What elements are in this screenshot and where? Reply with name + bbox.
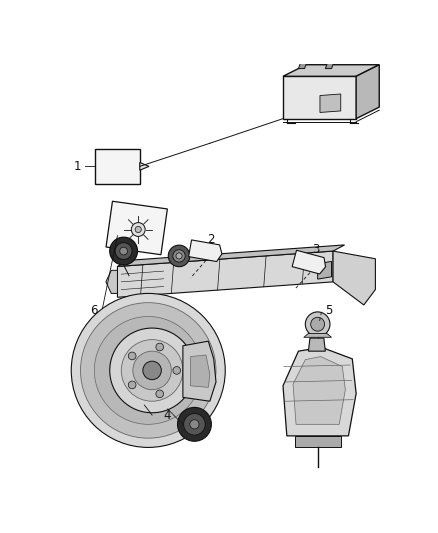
Polygon shape — [293, 357, 346, 424]
Polygon shape — [183, 341, 216, 401]
Circle shape — [94, 317, 202, 424]
Circle shape — [168, 245, 190, 266]
Circle shape — [81, 303, 216, 438]
Text: 3: 3 — [312, 243, 320, 256]
Polygon shape — [320, 94, 341, 112]
Circle shape — [120, 247, 127, 255]
Circle shape — [156, 390, 163, 398]
Polygon shape — [294, 436, 341, 447]
Circle shape — [110, 328, 194, 413]
Polygon shape — [117, 251, 333, 297]
Polygon shape — [106, 270, 117, 294]
Polygon shape — [283, 64, 379, 76]
Circle shape — [156, 343, 163, 351]
Text: 2: 2 — [207, 233, 214, 246]
Circle shape — [311, 317, 325, 331]
Circle shape — [115, 243, 132, 260]
Text: 1: 1 — [74, 160, 81, 173]
Polygon shape — [140, 163, 149, 170]
Circle shape — [135, 227, 141, 232]
Circle shape — [133, 351, 171, 390]
Circle shape — [173, 250, 185, 262]
Text: 5: 5 — [325, 304, 333, 317]
Polygon shape — [325, 62, 334, 69]
Polygon shape — [95, 149, 140, 184]
Polygon shape — [189, 240, 222, 262]
Circle shape — [143, 361, 161, 379]
Circle shape — [177, 407, 212, 441]
Polygon shape — [298, 62, 307, 69]
Circle shape — [190, 419, 199, 429]
Text: 6: 6 — [91, 304, 98, 317]
Text: 4: 4 — [164, 409, 171, 422]
Polygon shape — [308, 338, 325, 351]
Circle shape — [176, 253, 182, 259]
Polygon shape — [356, 64, 379, 119]
Polygon shape — [292, 251, 325, 274]
Circle shape — [173, 367, 180, 374]
Circle shape — [71, 294, 225, 447]
Circle shape — [121, 340, 183, 401]
Polygon shape — [283, 348, 356, 436]
Polygon shape — [318, 261, 332, 279]
Circle shape — [128, 381, 136, 389]
Circle shape — [131, 223, 145, 237]
Polygon shape — [304, 334, 332, 337]
Polygon shape — [191, 355, 210, 387]
Circle shape — [110, 237, 138, 265]
Polygon shape — [283, 76, 356, 119]
Circle shape — [305, 312, 330, 336]
Polygon shape — [106, 201, 167, 255]
Polygon shape — [117, 245, 345, 266]
Circle shape — [128, 352, 136, 360]
Circle shape — [184, 414, 205, 435]
Polygon shape — [333, 251, 375, 305]
